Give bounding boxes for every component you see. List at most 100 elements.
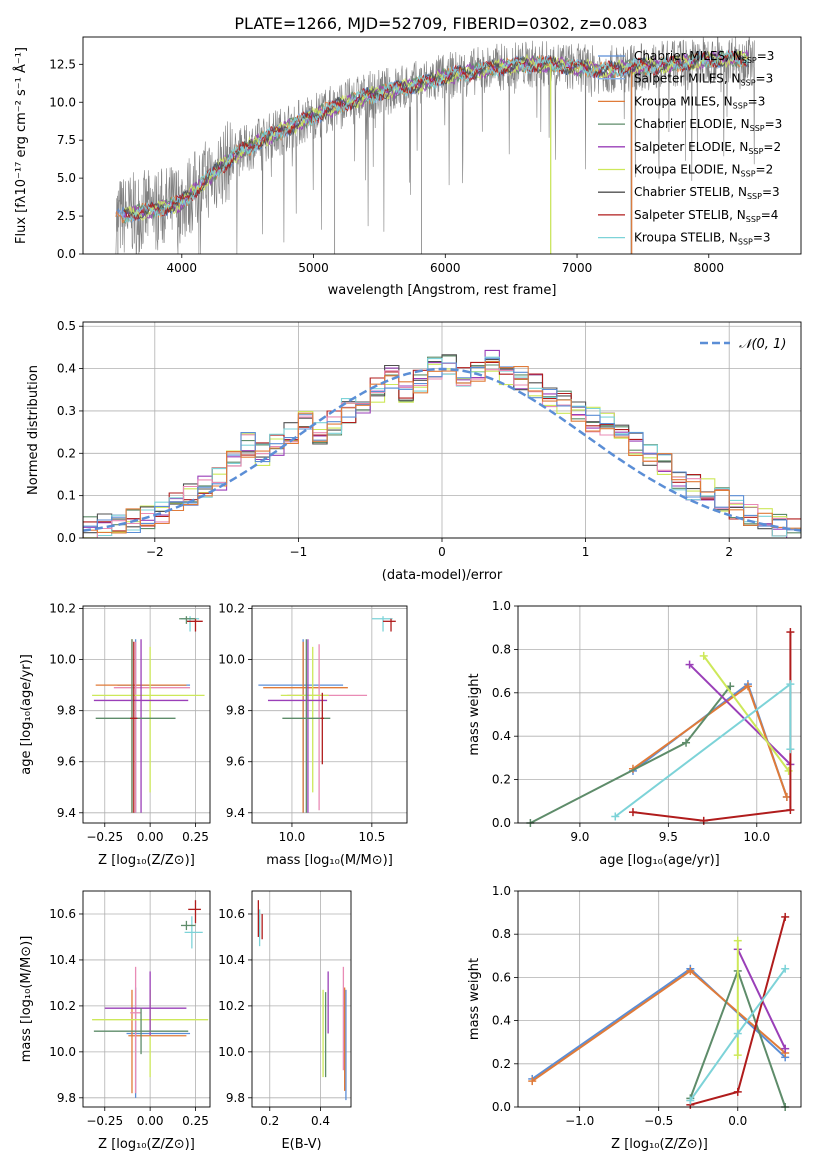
mass-weight-line [529,685,731,824]
y-tick-label: 1.0 [492,884,511,898]
errorbar-point [280,646,329,793]
x-tick-label: −2 [146,545,164,559]
y-tick-label: 9.8 [57,1091,76,1105]
y-axis-label: mass weight [467,673,482,755]
x-tick-label: 0.00 [137,830,164,844]
x-tick-label: 6000 [430,261,461,275]
y-tick-label: 12.5 [49,57,76,71]
y-tick-label: 0.0 [57,247,76,261]
mass-weight-marker [682,738,691,747]
x-tick-label: 10.5 [358,830,385,844]
legend-entry: Chabrier ELODIE, NSSP=3 [634,117,782,133]
legend-entry: Salpeter ELODIE, NSSP=2 [634,140,781,156]
axes-frame [517,890,802,1108]
residual-histogram [83,357,801,538]
y-tick-label: 10.4 [49,953,76,967]
errorbar-point [263,641,348,813]
y-tick-label: 10.0 [49,95,76,109]
x-tick-label: 5000 [298,261,329,275]
y-tick-label: 0.8 [492,642,511,656]
grid [252,891,351,1107]
legend-entry: 𝒩(0, 1) [739,337,786,352]
y-tick-label: 0.5 [57,319,76,333]
legend-entry: Kroupa ELODIE, NSSP=2 [634,163,773,179]
x-tick-label: 2 [725,545,733,559]
errorbar-point [113,641,191,813]
plot-area [92,616,205,813]
errorbar-point [93,1008,189,1055]
x-tick-label: 0.0 [728,1114,747,1128]
axes-frame [517,605,802,824]
mass-weight-marker [733,1029,742,1038]
grid [252,606,407,823]
mass-weight-marker [786,805,795,814]
x-axis-label: (data-model)/error [382,568,503,583]
y-axis-label: Normed distribution [26,365,41,495]
y-axis-label: mass weight [467,958,482,1040]
mass-weight-marker [786,628,795,637]
y-tick-label: 0.2 [492,1057,511,1071]
errorbar-point [179,616,196,624]
x-tick-label: 10.0 [279,830,306,844]
mass-weight-line [736,948,787,1050]
y-tick-label: 10.2 [49,602,76,616]
x-tick-label: −0.25 [86,1114,123,1128]
errorbar-point [117,639,191,813]
x-axis-label: mass [log₁₀(M/M⊙)] [266,853,393,868]
x-tick-label: 10.0 [743,830,770,844]
axes-frame [251,605,408,824]
mass-weight-marker [733,1051,742,1060]
x-axis-label: wavelength [Angstrom, rest frame] [328,283,557,298]
errorbar-point [92,646,205,793]
grid [83,606,210,823]
mass-weight-line [632,684,788,798]
x-tick-label: −0.25 [86,830,123,844]
legend: Chabrier MILES, NSSP=3 Salpeter MILES, NS… [598,49,782,247]
x-tick-label: −1 [290,545,308,559]
x-axis-label: E(B-V) [281,1137,321,1152]
axes-frame [82,890,211,1108]
legend-entry: Kroupa MILES, NSSP=3 [634,94,765,110]
figure-title: PLATE=1266, MJD=52709, FIBERID=0302, z=0… [234,14,647,33]
y-tick-label: 9.4 [226,806,245,820]
errorbar-point [104,971,187,1036]
mass-weight-marker [726,682,735,691]
mass-weight-marker [786,745,795,754]
x-tick-label: 0.00 [137,1114,164,1128]
x-tick-label: 4000 [167,261,198,275]
mass-weight-marker [611,812,620,821]
x-axis-label: Z [log₁₀(Z/Z⊙)] [98,1137,195,1152]
errorbar-point [383,618,396,632]
mass-weight-marker [686,1096,695,1105]
y-tick-label: 10.4 [218,953,245,967]
plot-area [257,900,347,1101]
plot-area [83,349,801,538]
mass-weight-marker [733,1087,742,1096]
y-tick-label: 0.4 [57,362,76,376]
errorbar-point [287,644,368,811]
errorbar-point [320,692,324,765]
weight-vs-z-panel: −1.0 −0.5 0.0 0.0 0.2 0.4 0.6 0.8 1.0 Z [log₁₀(Z/… [467,884,802,1152]
x-axis-label: Z [log₁₀(Z/Z⊙)] [611,1137,708,1152]
y-tick-label: 10.2 [49,999,76,1013]
y-tick-label: 2.5 [57,209,76,223]
y-tick-label: 10.0 [49,1045,76,1059]
y-tick-label: 10.0 [218,1045,245,1059]
errorbar-point [130,966,142,1094]
mass-weight-line [614,682,792,818]
grid [518,890,801,1108]
mass-weight-marker [781,912,790,921]
errorbar-point [267,639,328,813]
mass-weight-marker [685,660,694,669]
mass-weight-marker [699,816,708,825]
plot-area [258,616,396,813]
mass-vs-z-panel: −0.25 0.00 0.25 9.8 10.0 10.2 10.4 10.6 Z [log₁₀… [19,890,211,1152]
y-tick-label: 0.8 [492,927,511,941]
mass-vs-ebv-panel: 0.2 0.4 9.8 10.0 10.2 10.4 10.6 E(B-V) [218,890,352,1152]
mass-weight-line [688,663,792,766]
y-tick-label: 9.6 [57,755,76,769]
y-tick-label: 9.6 [226,755,245,769]
mass-weight-marker [786,680,795,689]
y-axis-label: Flux [fλ10⁻¹⁷ erg cm⁻² s⁻¹ Å⁻¹] [13,47,29,244]
